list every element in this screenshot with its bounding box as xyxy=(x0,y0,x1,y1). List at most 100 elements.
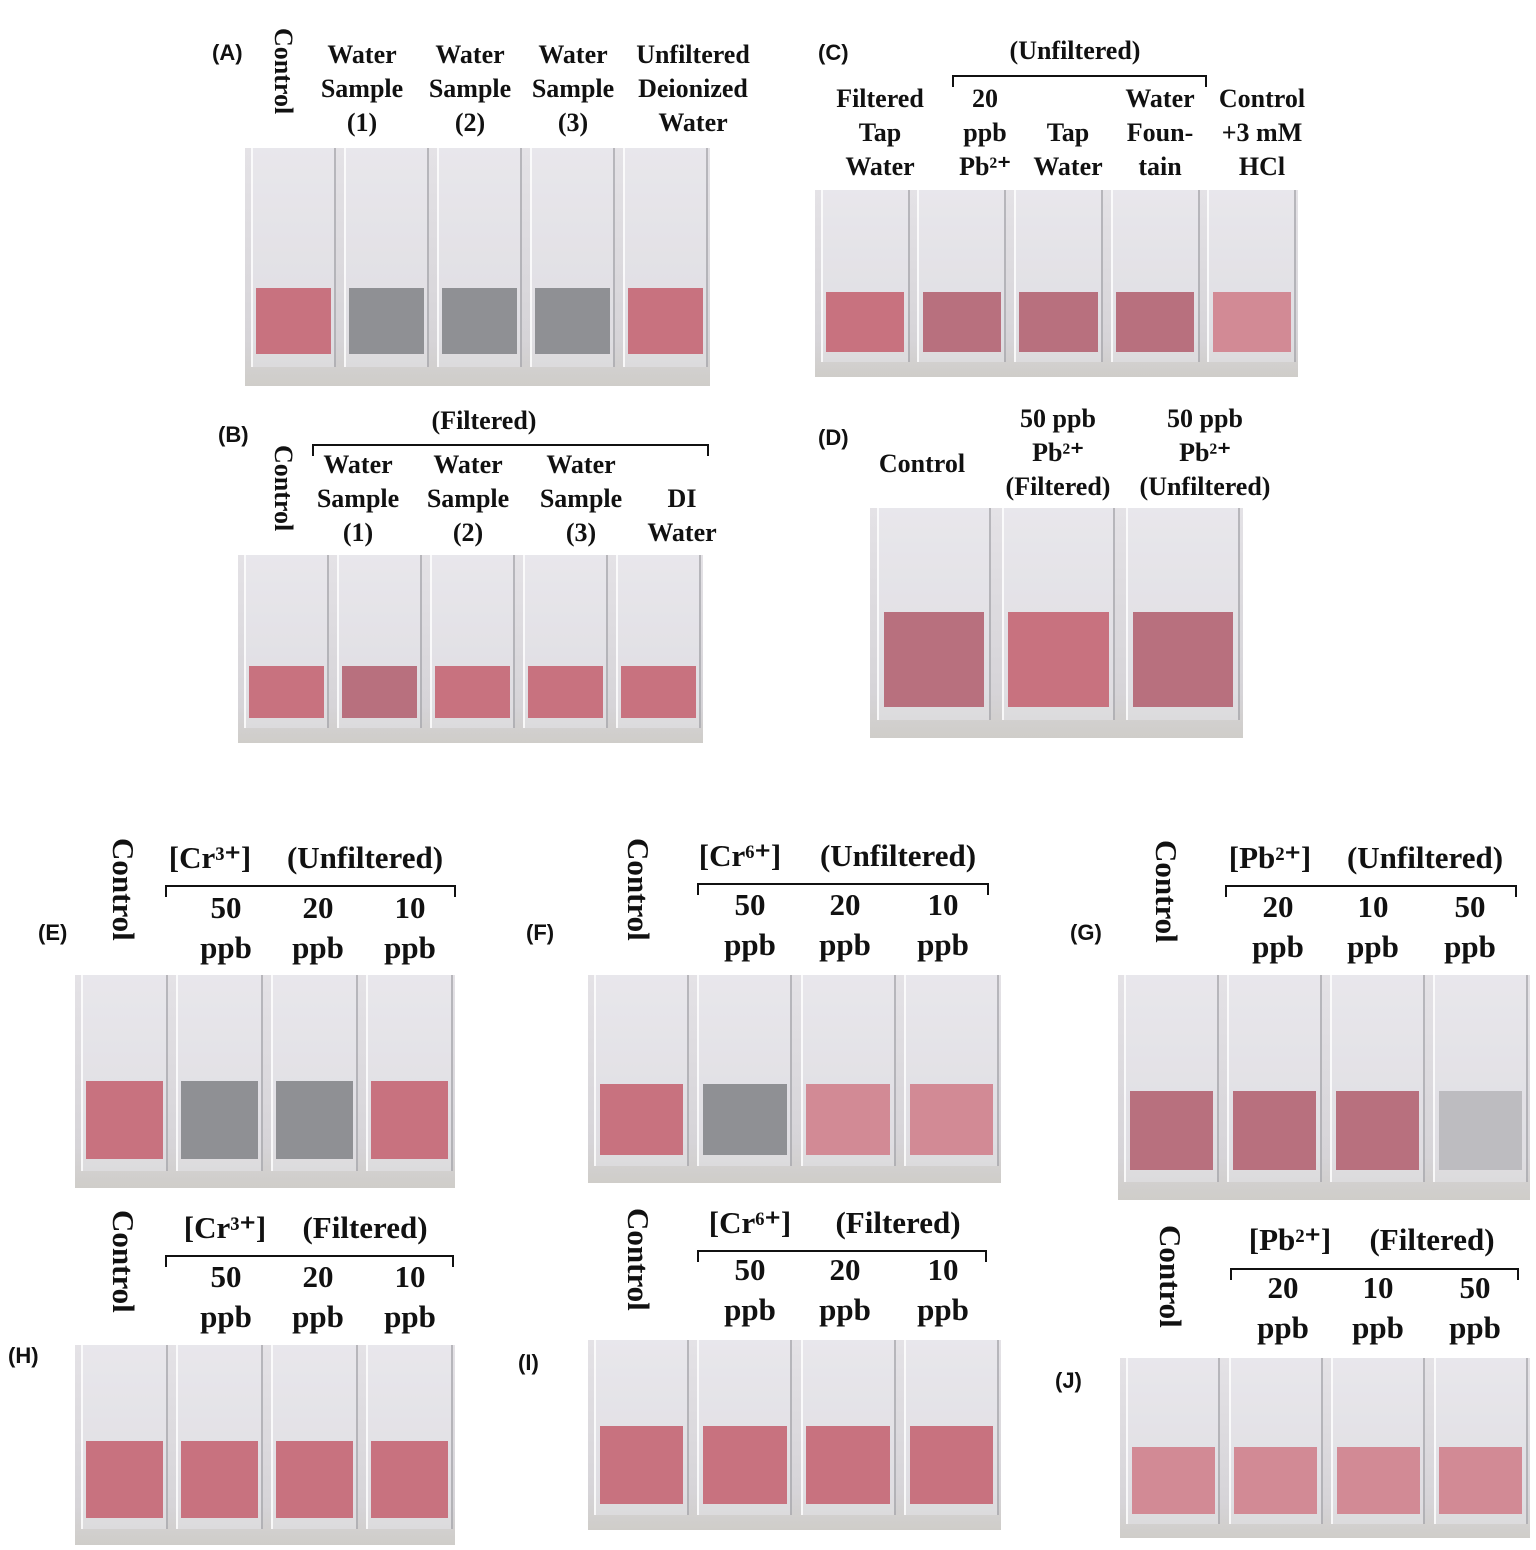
group-bracket xyxy=(952,75,1207,87)
cuvette xyxy=(917,190,1007,363)
cuvette-liquid xyxy=(620,665,697,718)
column-label: Foun- xyxy=(1126,118,1194,147)
column-label: Water xyxy=(845,152,915,181)
column-label: 10 xyxy=(1362,1270,1394,1305)
cuvette xyxy=(697,975,793,1167)
column-label: Sample xyxy=(316,484,400,513)
cuvette xyxy=(175,1345,264,1529)
column-label: ppb xyxy=(1449,1310,1501,1345)
panel-label: (E) xyxy=(38,920,68,945)
cuvette xyxy=(243,555,330,728)
column-label: Tap xyxy=(858,118,902,147)
ion-label: [Cr⁶⁺] xyxy=(708,1205,792,1240)
column-label: 50 ppb xyxy=(1167,404,1243,433)
column-label: 10 xyxy=(394,890,426,925)
column-label: Control xyxy=(878,449,966,478)
group-bracket xyxy=(165,885,456,897)
column-label: Water xyxy=(323,450,393,479)
control-label: Control xyxy=(106,1210,141,1313)
cuvette-liquid xyxy=(434,665,511,718)
cuvette xyxy=(175,975,264,1171)
cuvette xyxy=(697,1340,793,1515)
ion-label: [Cr⁶⁺] xyxy=(698,838,782,873)
column-label: tain xyxy=(1138,152,1182,181)
group-bracket xyxy=(697,883,989,895)
panel-label: (G) xyxy=(1070,920,1102,945)
column-label: (Unfiltered) xyxy=(1139,472,1271,501)
cuvette xyxy=(365,975,454,1171)
column-label: Sample xyxy=(426,484,510,513)
control-label: Control xyxy=(1149,840,1184,943)
cuvette xyxy=(800,975,896,1167)
column-label: Water xyxy=(647,518,717,547)
cuvette xyxy=(270,1345,359,1529)
cuvette-liquid xyxy=(909,1425,994,1505)
column-label: 10 xyxy=(927,1252,959,1287)
cuvette-liquid xyxy=(703,1425,787,1505)
cuvette xyxy=(594,975,690,1167)
cuvette-liquid xyxy=(371,1440,448,1518)
group-bracket xyxy=(312,444,709,456)
control-label: Control xyxy=(621,838,656,941)
column-label: 20 xyxy=(829,887,861,922)
column-label: ppb xyxy=(292,930,344,965)
column-label: ppb xyxy=(200,1299,252,1334)
cuvette-liquid xyxy=(806,1425,890,1505)
column-label: (2) xyxy=(452,518,484,547)
column-label: ppb xyxy=(1257,1310,1309,1345)
group-bracket xyxy=(1225,885,1517,897)
cuvette xyxy=(615,555,702,728)
cuvette xyxy=(820,190,910,363)
cuvette-photo xyxy=(238,555,703,743)
column-label: ppb xyxy=(384,930,436,965)
cuvette-liquid xyxy=(599,1084,684,1155)
column-label: 50 ppb xyxy=(1020,404,1096,433)
cuvette-liquid xyxy=(1212,291,1291,352)
column-label: 20 xyxy=(302,1259,334,1294)
column-label: ppb xyxy=(1352,1310,1404,1345)
group-bracket xyxy=(697,1250,987,1262)
cuvette xyxy=(1124,975,1219,1182)
panel-label: (B) xyxy=(218,422,249,447)
group-label: (Filtered) xyxy=(302,1210,428,1245)
cuvette-liquid xyxy=(86,1440,163,1518)
cuvette xyxy=(1110,190,1200,363)
cuvette xyxy=(250,148,337,367)
panel-label: (H) xyxy=(8,1343,39,1368)
cuvette-liquid xyxy=(1439,1447,1523,1514)
cuvette xyxy=(1001,508,1116,720)
cuvette-liquid xyxy=(703,1084,787,1155)
cuvette-liquid xyxy=(1336,1447,1420,1514)
cuvette xyxy=(429,555,516,728)
cuvette xyxy=(1013,190,1103,363)
column-label: 50 xyxy=(1454,889,1486,924)
column-label: Pb²⁺ xyxy=(959,152,1011,181)
column-label: Water xyxy=(538,40,608,69)
cuvette-photo xyxy=(870,508,1243,738)
column-label: 20 xyxy=(1262,889,1294,924)
column-label: ppb xyxy=(200,930,252,965)
column-label: 20 xyxy=(829,1252,861,1287)
cuvette-liquid xyxy=(1019,291,1098,352)
column-label: Unfiltered xyxy=(636,40,750,69)
cuvette xyxy=(80,975,169,1171)
group-label: (Unfiltered) xyxy=(1009,36,1141,65)
cuvette xyxy=(80,1345,169,1529)
column-label: Control xyxy=(1218,84,1306,113)
column-label: ppb xyxy=(724,927,776,962)
column-label: 50 xyxy=(210,890,242,925)
group-bracket xyxy=(1230,1268,1519,1280)
column-label: ppb xyxy=(917,1292,969,1327)
column-label: 10 xyxy=(1357,889,1389,924)
column-label: 50 xyxy=(734,1252,766,1287)
cuvette xyxy=(270,975,359,1171)
panel-label: (I) xyxy=(518,1350,539,1375)
cuvette-photo xyxy=(75,975,455,1188)
cuvette xyxy=(903,1340,999,1515)
control-label: Control xyxy=(269,445,298,532)
column-label: 10 xyxy=(927,887,959,922)
group-label: (Filtered) xyxy=(835,1205,961,1240)
group-label: (Unfiltered) xyxy=(819,838,977,873)
cuvette-photo xyxy=(588,975,1001,1183)
